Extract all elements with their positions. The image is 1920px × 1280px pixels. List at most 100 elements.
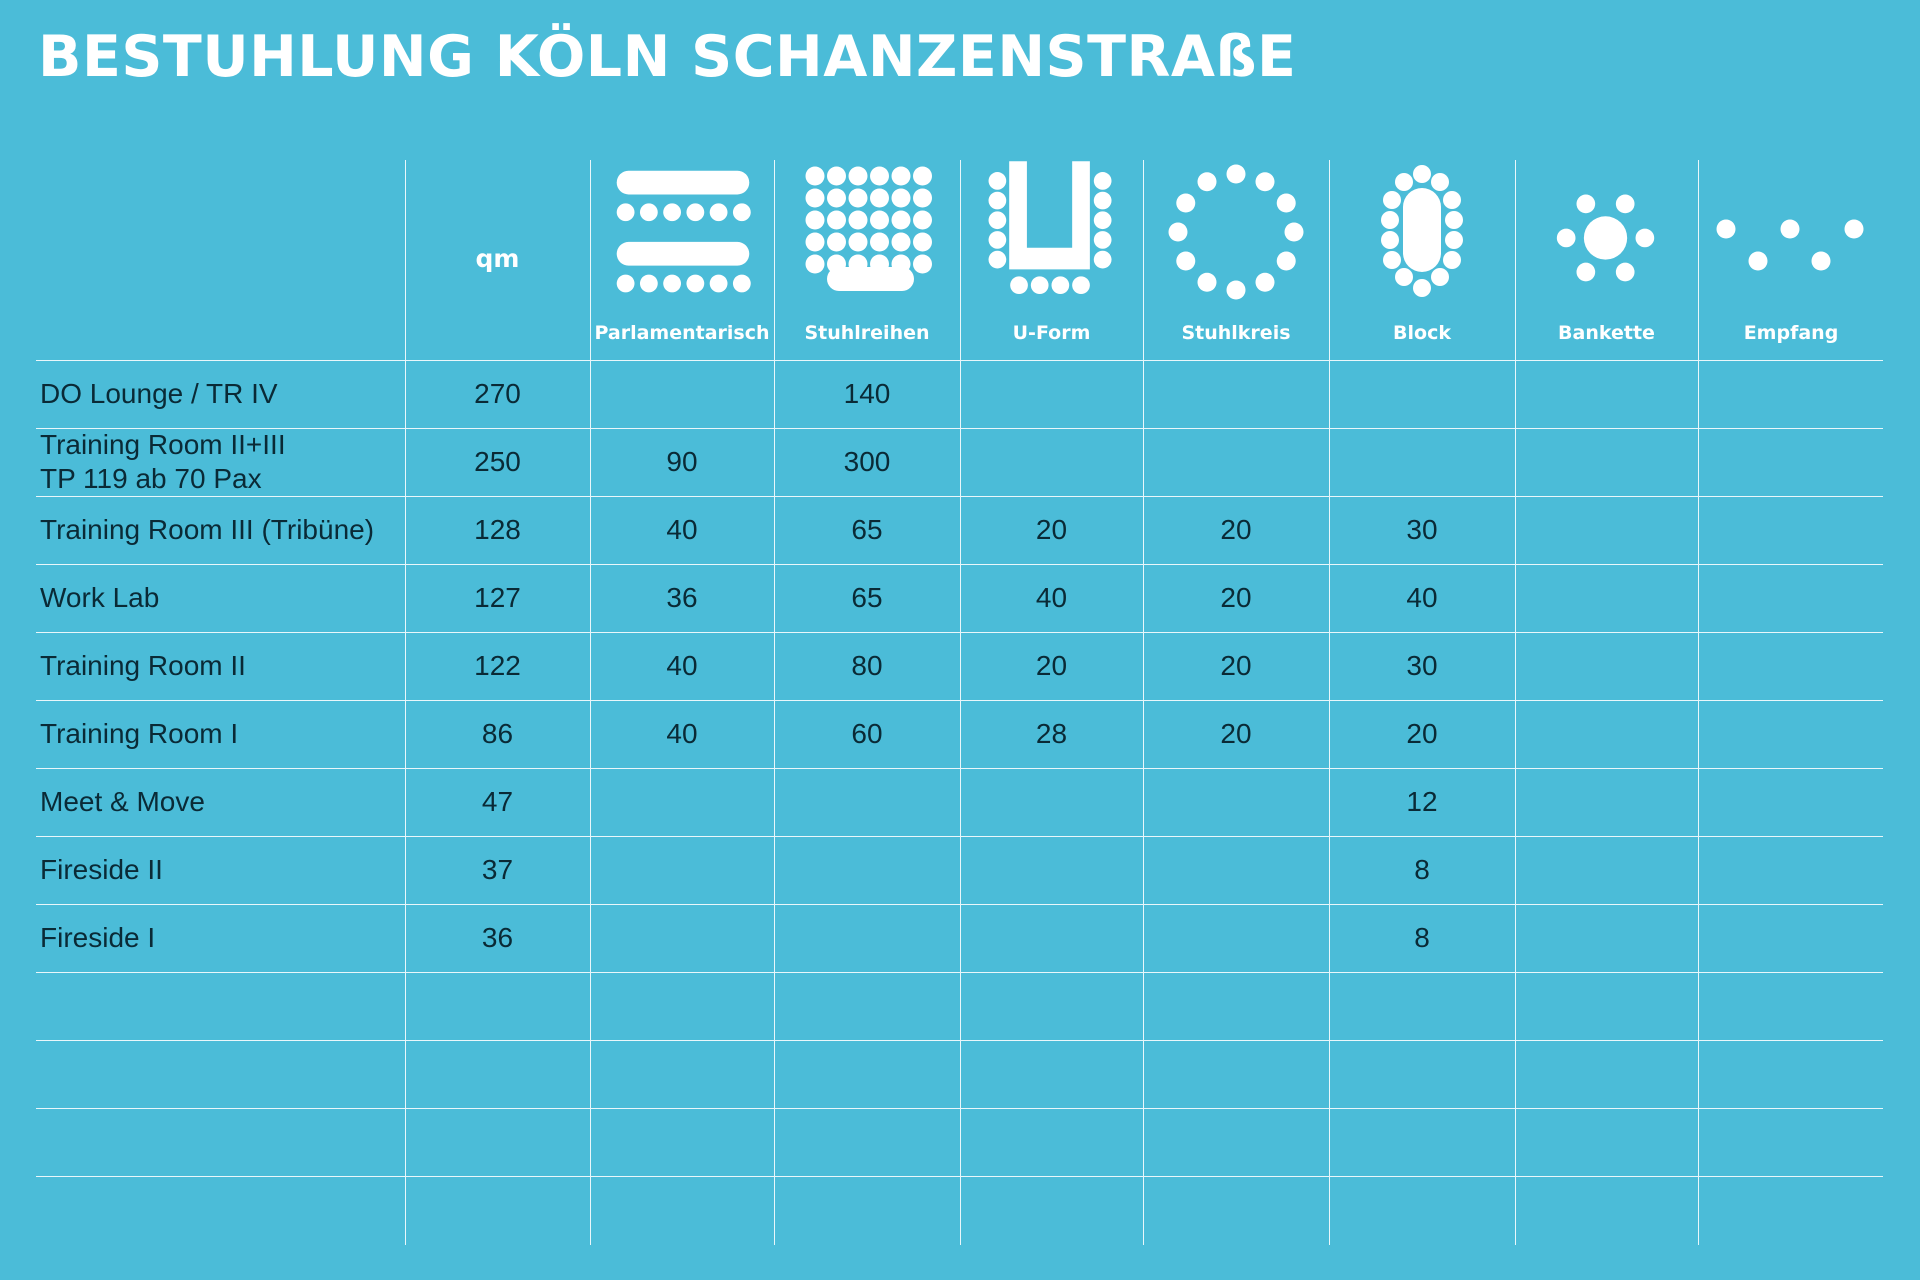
- capacity-empfang: [1698, 360, 1884, 428]
- capacity-parlamentarisch: [590, 768, 774, 836]
- capacity-stuhlreihen: 65: [851, 582, 883, 613]
- capacity-bankette: [1515, 564, 1698, 632]
- column-header-empfang: Empfang: [1698, 160, 1884, 358]
- capacity-bankette: [1515, 496, 1698, 564]
- capacity-parlamentarisch: 36: [666, 582, 698, 613]
- capacity-empfang: [1698, 836, 1884, 904]
- table-row: Work Lab 127 36 65 40 20 40: [0, 564, 1920, 632]
- column-divider: [405, 160, 406, 1245]
- capacity-empfang: [1698, 768, 1884, 836]
- column-divider: [960, 160, 961, 1245]
- capacity-parlamentarisch: 90: [666, 446, 698, 477]
- capacity-block: [1329, 360, 1515, 428]
- row-divider: [36, 972, 1883, 973]
- capacity-empfang: [1698, 632, 1884, 700]
- capacity-stuhlreihen: 140: [843, 378, 891, 409]
- reception-icon: [1716, 219, 1864, 271]
- capacity-stuhlreihen: [774, 904, 960, 972]
- capacity-parlamentarisch: [590, 360, 774, 428]
- table-row: Fireside II 37 8: [0, 836, 1920, 904]
- capacity-bankette: [1515, 428, 1698, 496]
- room-name: Training Room II: [40, 632, 400, 700]
- capacity-stuhlkreis: [1143, 836, 1329, 904]
- capacity-parlamentarisch: [590, 904, 774, 972]
- capacity-block: 8: [1414, 922, 1430, 953]
- capacity-empfang: [1698, 904, 1884, 972]
- column-header-stuhlkreis: Stuhlkreis: [1143, 160, 1329, 358]
- capacity-parlamentarisch: 40: [666, 718, 698, 749]
- row-divider: [36, 1040, 1883, 1041]
- room-name-line: Training Room I: [40, 718, 239, 749]
- capacity-stuhlreihen: [774, 836, 960, 904]
- u-shape-seating-icon: [988, 161, 1112, 295]
- column-label: Stuhlkreis: [1181, 322, 1291, 344]
- chair-circle-icon: [1168, 164, 1304, 300]
- capacity-empfang: [1698, 564, 1884, 632]
- room-name: Meet & Move: [40, 768, 400, 836]
- row-divider: [36, 428, 1883, 429]
- room-area-qm: 270: [474, 378, 521, 409]
- room-name-line: Work Lab: [40, 582, 160, 613]
- room-area-qm: 86: [481, 718, 514, 749]
- room-area-qm: 37: [481, 854, 514, 885]
- column-divider: [1143, 160, 1144, 1245]
- capacity-block: [1329, 428, 1515, 496]
- qm-column-header: qm: [475, 244, 520, 273]
- room-name-line: Fireside II: [40, 854, 163, 885]
- capacity-block: 20: [1406, 718, 1438, 749]
- room-name-line: Meet & Move: [40, 786, 205, 817]
- table-row: Training Room II 122 40 80 20 20 30: [0, 632, 1920, 700]
- room-area-qm: 128: [474, 514, 521, 545]
- row-divider: [36, 1176, 1883, 1177]
- row-divider: [36, 700, 1883, 701]
- capacity-stuhlreihen: 60: [851, 718, 883, 749]
- capacity-parlamentarisch: [590, 836, 774, 904]
- row-divider: [36, 768, 1883, 769]
- row-divider: [36, 1108, 1883, 1109]
- capacity-empfang: [1698, 496, 1884, 564]
- capacity-stuhlkreis: 20: [1220, 650, 1252, 681]
- capacity-block: 40: [1406, 582, 1438, 613]
- row-divider: [36, 360, 1883, 361]
- room-name-line: Training Room II+III: [40, 429, 286, 460]
- capacity-empfang: [1698, 700, 1884, 768]
- row-divider: [36, 632, 1883, 633]
- page-title: BESTUHLUNG KÖLN SCHANZENSTRAßE: [38, 24, 1297, 90]
- room-name-line: Training Room III (Tribüne): [40, 514, 375, 545]
- capacity-stuhlkreis: [1143, 428, 1329, 496]
- capacity-u-form: 28: [1035, 718, 1068, 749]
- capacity-stuhlkreis: [1143, 904, 1329, 972]
- capacity-u-form: 40: [1035, 582, 1068, 613]
- banquet-table-icon: [1556, 194, 1655, 282]
- row-divider: [36, 564, 1883, 565]
- parliamentary-seating-icon: [616, 170, 751, 293]
- table-row: Training Room III (Tribüne) 128 40 65 20 20 30: [0, 496, 1920, 564]
- room-name: DO Lounge / TR IV: [40, 360, 400, 428]
- column-label: U-Form: [1012, 322, 1091, 344]
- room-name: Fireside I: [40, 904, 400, 972]
- room-name: Fireside II: [40, 836, 400, 904]
- room-area-qm: 36: [481, 922, 514, 953]
- capacity-bankette: [1515, 700, 1698, 768]
- room-area-qm: 127: [474, 582, 521, 613]
- column-header-stuhlreihen: Stuhlreihen: [774, 160, 960, 358]
- capacity-block: 8: [1414, 854, 1430, 885]
- capacity-bankette: [1515, 904, 1698, 972]
- chair-rows-icon: [805, 166, 932, 291]
- table-row: Training Room II+III TP 119 ab 70 Pax 250 9…: [0, 428, 1920, 496]
- column-label: Block: [1393, 322, 1451, 344]
- table-row: Meet & Move 47 12: [0, 768, 1920, 836]
- capacity-stuhlkreis: [1143, 768, 1329, 836]
- column-header-block: Block: [1329, 160, 1515, 358]
- table-row: Training Room I 86 40 60 28 20 20: [0, 700, 1920, 768]
- capacity-u-form: [960, 360, 1143, 428]
- column-divider: [1329, 160, 1330, 1245]
- capacity-stuhlreihen: 300: [843, 446, 891, 477]
- capacity-parlamentarisch: 40: [666, 650, 698, 681]
- capacity-bankette: [1515, 632, 1698, 700]
- room-name: Training Room II+III TP 119 ab 70 Pax: [40, 428, 400, 496]
- row-divider: [36, 496, 1883, 497]
- room-area-qm: 250: [474, 446, 521, 477]
- row-divider: [36, 904, 1883, 905]
